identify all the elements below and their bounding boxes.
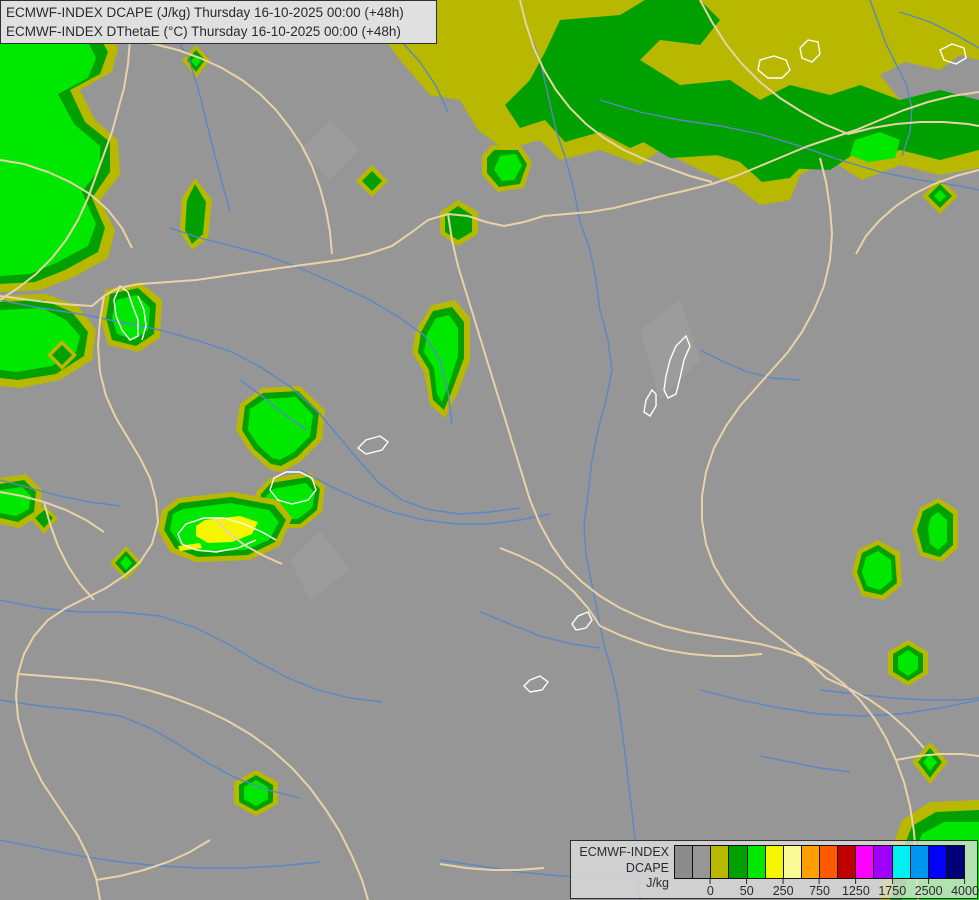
legend-swatch-7 [800, 846, 819, 878]
contour-core-750-diamond-f [191, 56, 201, 67]
legend-swatch-1 [692, 846, 711, 878]
legend-tick-mark [782, 879, 784, 884]
legend-tick-2500: 2500 [915, 879, 943, 898]
legend-tick-label: 750 [809, 884, 830, 898]
contour-core-750-westcentral-upper [248, 397, 313, 460]
contour-band-250-left-b [35, 510, 53, 528]
legend-tick-label: 1250 [841, 884, 870, 898]
contour-core-750-south-cell [244, 780, 268, 806]
legend-tick-label: 250 [772, 884, 794, 898]
legend-tick-label: 2500 [914, 884, 943, 898]
title-line-dthetae: ECMWF-INDEX DThetaE (°C) Thursday 16-10-… [6, 22, 432, 41]
legend-title-field: DCAPE [625, 860, 669, 875]
legend-tick-mark [891, 879, 893, 884]
legend-swatch-9 [837, 846, 856, 878]
legend-title-model: ECMWF-INDEX [579, 845, 669, 859]
contour-core-750-east-e [923, 754, 937, 771]
contour-core-750-cell-e [494, 154, 522, 181]
legend-tick-mark [818, 879, 820, 884]
legend-tick-4000: 4000 [951, 879, 979, 898]
legend-title-unit: J/kg [646, 876, 669, 890]
legend-tick-mark [855, 879, 857, 884]
title-line-dcape: ECMWF-INDEX DCAPE (J/kg) Thursday 16-10-… [6, 3, 432, 22]
title-line-dthetae-text: ECMWF-INDEX DThetaE (°C) Thursday 16-10-… [6, 24, 401, 39]
legend-swatch-3 [728, 846, 747, 878]
legend-title-block: ECMWF-INDEX DCAPE J/kg [571, 841, 674, 892]
legend-swatch-10 [855, 846, 874, 878]
lake-outlines [113, 39, 967, 693]
legend-swatch-14 [927, 846, 946, 878]
legend-tick-mark [964, 879, 966, 884]
legend-swatch-6 [782, 846, 801, 878]
legend-tick-1250: 1250 [842, 879, 870, 898]
legend-tick-label: 0 [706, 884, 714, 898]
contour-band-250-diamond-a [52, 345, 72, 365]
contour-band-250-cell-b [185, 184, 206, 244]
legend-tick-mark [709, 879, 711, 884]
contour-band-250-north [505, 0, 979, 182]
legend-swatch-0 [675, 846, 693, 878]
legend-tick-label: 1750 [878, 884, 907, 898]
legend-tick-label: 50 [739, 884, 754, 898]
legend-swatch-11 [873, 846, 892, 878]
title-line-dcape-text: ECMWF-INDEX DCAPE (J/kg) Thursday 16-10-… [6, 5, 404, 20]
legend-swatch-5 [764, 846, 783, 878]
legend-tick-mark [746, 879, 748, 884]
legend-swatch-4 [746, 846, 765, 878]
legend-swatch-15 [945, 846, 964, 878]
legend-swatch-12 [891, 846, 910, 878]
legend-tick-50: 50 [740, 879, 754, 898]
legend-swatch-2 [710, 846, 729, 878]
legend-tick-label: 4000 [951, 884, 979, 898]
legend-tick-row: 0 50 250 750 1250 1750 2500 4000 [674, 879, 979, 899]
color-scale-legend: ECMWF-INDEX DCAPE J/kg 0 50 250 750 1250 1750… [570, 840, 979, 899]
legend-tick-0: 0 [707, 879, 714, 898]
legend-tick-1750: 1750 [878, 879, 906, 898]
contour-core-750-east-a [862, 551, 892, 590]
contour-core-750-central-ridge [424, 315, 458, 402]
legend-tick-250: 250 [773, 879, 794, 898]
legend-tick-750: 750 [809, 879, 830, 898]
contour-core-750-cell-g [120, 556, 132, 570]
contour-core-750-northwest [0, 42, 100, 276]
contour-core-750-east-d [934, 190, 946, 202]
legend-swatch-8 [819, 846, 838, 878]
contour-core-750-east-b [928, 512, 947, 550]
legend-swatch-row [674, 845, 965, 879]
contour-core-750-east-c [898, 650, 918, 676]
contour-band-250-diamond-c [362, 171, 382, 191]
contour-core-750-north-a [850, 132, 900, 162]
map-title-overlay: ECMWF-INDEX DCAPE (J/kg) Thursday 16-10-… [0, 0, 437, 44]
legend-scale: 0 50 250 750 1250 1750 2500 4000 [674, 841, 979, 899]
legend-tick-mark [928, 879, 930, 884]
legend-swatch-13 [909, 846, 928, 878]
contour-core-1250-westcentral [196, 516, 258, 543]
